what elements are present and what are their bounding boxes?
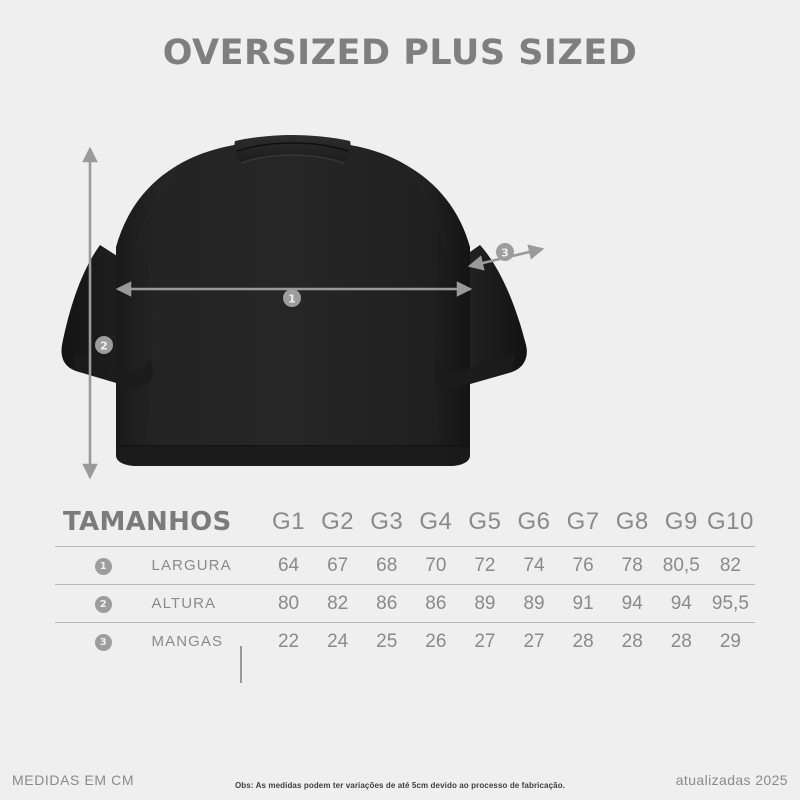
illustration-badge-2: 2 — [95, 336, 113, 354]
page-title: OVERSIZED PLUS SIZED — [162, 33, 638, 73]
cell-largura-g5: 72 — [460, 546, 510, 585]
cell-largura-g6: 74 — [509, 546, 559, 585]
column-divider — [248, 498, 264, 547]
updated-note: atualizadas 2025 — [675, 772, 788, 788]
cell-mangas-g1: 22 — [277, 630, 300, 652]
column-divider-tail — [240, 646, 242, 683]
size-header-g9: G9 — [656, 498, 706, 547]
cell-altura-g4: 86 — [411, 584, 461, 623]
cell-largura-g4: 70 — [411, 546, 461, 585]
row-label-largura: LARGURA — [151, 546, 248, 585]
cell-largura-g3: 68 — [362, 546, 412, 585]
column-divider — [248, 584, 264, 623]
cell-largura-g7: 76 — [558, 546, 608, 585]
cell-mangas-g5: 27 — [474, 630, 496, 652]
size-header-g10: G10 — [705, 498, 755, 547]
cell-altura-g10: 95,5 — [705, 584, 755, 623]
cell-altura-g5: 89 — [460, 584, 510, 623]
cell-mangas-g10: 29 — [719, 630, 741, 652]
cell-altura-g9: 94 — [656, 584, 706, 623]
badge-3: 3 — [94, 634, 112, 651]
cell-mangas-g7: 28 — [572, 630, 594, 652]
tamanhos-header: TAMANHOS — [55, 498, 248, 547]
cell-altura-g6: 89 — [509, 584, 559, 623]
size-header-g5: G5 — [460, 498, 510, 547]
cell-mangas-g9: 28 — [670, 630, 692, 652]
badge-1: 1 — [94, 558, 112, 575]
cell-largura-g8: 78 — [607, 546, 657, 585]
row-badge-largura: 1 — [55, 546, 152, 585]
size-header-g8: G8 — [607, 498, 657, 547]
size-chart-table: TAMANHOS G1 G2 G3 G4 G5 G6 G7 G8 G9 G10 … — [55, 498, 755, 660]
cell-altura-g7: 91 — [558, 584, 608, 623]
column-divider — [248, 546, 264, 585]
table-header-row: TAMANHOS G1 G2 G3 G4 G5 G6 G7 G8 G9 G10 — [55, 498, 755, 547]
size-header-g3: G3 — [362, 498, 412, 547]
cell-altura-g8: 94 — [607, 584, 657, 623]
cell-mangas-g8: 28 — [621, 630, 643, 652]
size-header-g6: G6 — [509, 498, 559, 547]
cell-mangas-g4: 26 — [425, 630, 447, 652]
cell-largura-g1: 64 — [264, 546, 314, 585]
row-label-mangas: MANGAS — [151, 633, 224, 650]
size-header-g7: G7 — [558, 498, 608, 547]
size-header-g4: G4 — [411, 498, 461, 547]
cell-mangas-g6: 27 — [523, 630, 545, 652]
cell-largura-g2: 67 — [313, 546, 363, 585]
cell-mangas-g2: 24 — [327, 630, 349, 652]
cell-largura-g9: 80,5 — [656, 546, 706, 585]
cell-largura-g10: 82 — [705, 546, 755, 585]
cell-altura-g3: 86 — [362, 584, 412, 623]
illustration-badge-3-label: 3 — [501, 247, 509, 260]
size-chart: TAMANHOS G1 G2 G3 G4 G5 G6 G7 G8 G9 G10 … — [55, 498, 755, 660]
cell-altura-g1: 80 — [264, 584, 314, 623]
unit-note: MEDIDAS EM CM — [12, 772, 135, 788]
illustration-badge-1-label: 1 — [288, 293, 296, 306]
badge-2: 2 — [94, 596, 112, 613]
row-badge-mangas: 3 — [55, 623, 152, 661]
size-header-g1: G1 — [264, 498, 314, 547]
size-header-g2: G2 — [313, 498, 363, 547]
cell-mangas-g3: 25 — [376, 630, 398, 652]
tshirt-illustration: 1 2 3 — [0, 105, 800, 495]
illustration-badge-1: 1 — [283, 289, 301, 307]
illustration-badge-3: 3 — [496, 243, 514, 261]
column-divider — [248, 623, 264, 661]
row-label-altura: ALTURA — [151, 584, 248, 623]
illustration-badge-2-label: 2 — [100, 340, 108, 353]
cell-altura-g2: 82 — [313, 584, 363, 623]
table-row: 3 MANGAS 22 24 25 26 27 27 28 28 28 29 — [55, 623, 755, 661]
row-badge-altura: 2 — [55, 584, 152, 623]
table-row: 1 LARGURA 64 67 68 70 72 74 76 78 80,5 8… — [55, 546, 755, 585]
table-row: 2 ALTURA 80 82 86 86 89 89 91 94 94 95,5 — [55, 584, 755, 623]
disclaimer-note: Obs: As medidas podem ter variações de a… — [234, 781, 566, 790]
